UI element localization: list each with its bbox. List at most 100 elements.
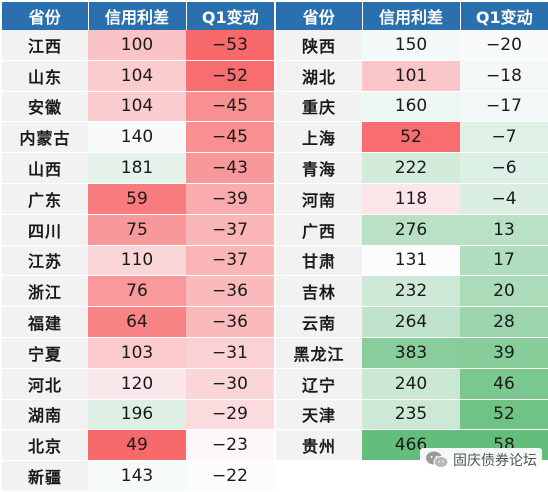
- province-cell: 山东: [2, 60, 88, 92]
- q1-change-cell: −53: [186, 30, 274, 61]
- q1-change-cell: −37: [186, 214, 274, 246]
- table-row: 陕西 150 −20: [276, 30, 548, 61]
- q1-change-cell: 17: [460, 245, 548, 277]
- credit-spread-table-left: 省份 信用利差 Q1变动 江西 100 −53 山东 104 −52 安徽 104 −45 内蒙古…: [2, 2, 274, 492]
- q1-change-cell: −37: [186, 245, 274, 277]
- province-cell: 广西: [276, 214, 362, 246]
- q1-change-cell: −45: [186, 121, 274, 154]
- province-cell: 天津: [276, 399, 362, 431]
- province-cell: 甘肃: [276, 245, 362, 277]
- province-cell: 上海: [276, 121, 362, 154]
- credit-spread-cell: 118: [362, 183, 460, 215]
- q1-change-cell: −45: [186, 91, 274, 123]
- q1-change-cell: −29: [186, 399, 274, 431]
- credit-spread-cell: 240: [362, 368, 460, 400]
- credit-spread-cell: 235: [362, 399, 460, 431]
- province-cell: 青海: [276, 152, 362, 184]
- province-cell: 湖北: [276, 60, 362, 92]
- credit-spread-cell: 140: [88, 121, 186, 154]
- q1-change-cell: −36: [186, 306, 274, 338]
- credit-spread-cell: 103: [88, 337, 186, 369]
- credit-spread-cell: 232: [362, 275, 460, 308]
- credit-spread-cell: 104: [88, 60, 186, 92]
- province-cell: 河南: [276, 183, 362, 215]
- table-row: 北京 49 −23: [2, 429, 274, 462]
- credit-spread-cell: 52: [362, 121, 460, 154]
- q1-change-cell: −23: [186, 429, 274, 462]
- credit-spread-cell: 76: [88, 275, 186, 308]
- table-row: 贵州 466 58: [276, 429, 548, 462]
- credit-spread-cell: 196: [88, 399, 186, 431]
- q1-change-cell: −18: [460, 60, 548, 92]
- q1-change-cell: −31: [186, 337, 274, 369]
- credit-spread-cell: 59: [88, 183, 186, 215]
- header-q1-change: Q1变动: [460, 2, 548, 30]
- credit-spread-cell: 64: [88, 306, 186, 338]
- credit-spread-table-right: 省份 信用利差 Q1变动 陕西 150 −20 湖北 101 −18 重庆 160 −17 上海 5…: [276, 2, 548, 492]
- table-row: 宁夏 103 −31: [2, 337, 274, 369]
- wechat-watermark: 固庆债券论坛: [420, 448, 542, 472]
- q1-change-cell: −6: [460, 152, 548, 184]
- table-row: 四川 75 −37: [2, 214, 274, 246]
- province-cell: 云南: [276, 306, 362, 338]
- table-row: 山东 104 −52: [2, 60, 274, 92]
- table-row: 新疆 143 −22: [2, 460, 274, 492]
- table-row: 甘肃 131 17: [276, 245, 548, 277]
- province-cell: 黑龙江: [276, 337, 362, 369]
- table-row: 天津 235 52: [276, 399, 548, 431]
- q1-change-cell: −39: [186, 183, 274, 215]
- table-row: 上海 52 −7: [276, 121, 548, 154]
- province-cell: 江西: [2, 30, 88, 61]
- table-row: 浙江 76 −36: [2, 275, 274, 308]
- table-row: 江西 100 −53: [2, 30, 274, 61]
- wechat-icon: [426, 451, 449, 468]
- table-row: 湖南 196 −29: [2, 399, 274, 431]
- province-cell: 浙江: [2, 275, 88, 308]
- province-cell: 内蒙古: [2, 121, 88, 154]
- table-row: 河北 120 −30: [2, 368, 274, 400]
- province-cell: 北京: [2, 429, 88, 462]
- credit-spread-cell: 110: [88, 245, 186, 277]
- q1-change-cell: −4: [460, 183, 548, 215]
- q1-change-cell: −43: [186, 152, 274, 184]
- q1-change-cell: −7: [460, 121, 548, 154]
- watermark-text: 固庆债券论坛: [453, 453, 537, 469]
- q1-change-cell: 28: [460, 306, 548, 338]
- credit-spread-cell: 143: [88, 460, 186, 492]
- credit-spread-cell: 181: [88, 152, 186, 184]
- table-row: 江苏 110 −37: [2, 245, 274, 277]
- q1-change-cell: 52: [460, 399, 548, 431]
- table-row: 广东 59 −39: [2, 183, 274, 215]
- province-cell: 安徽: [2, 91, 88, 123]
- table-row: 河南 118 −4: [276, 183, 548, 215]
- credit-spread-cell: 49: [88, 429, 186, 462]
- header-row: 省份 信用利差 Q1变动: [276, 2, 548, 30]
- table-row: 吉林 232 20: [276, 275, 548, 308]
- province-cell: 新疆: [2, 460, 88, 492]
- province-cell: 四川: [2, 214, 88, 246]
- header-province: 省份: [276, 2, 363, 30]
- credit-spread-cell: 120: [88, 368, 186, 400]
- credit-spread-cell: 222: [362, 152, 460, 184]
- header-credit-spread: 信用利差: [362, 2, 461, 30]
- credit-spread-cell: 160: [362, 91, 460, 123]
- province-cell: 重庆: [276, 91, 362, 123]
- table-row: 福建 64 −36: [2, 306, 274, 338]
- header-credit-spread: 信用利差: [88, 2, 187, 30]
- header-row: 省份 信用利差 Q1变动: [2, 2, 274, 30]
- table-row: 青海 222 −6: [276, 152, 548, 184]
- q1-change-cell: 20: [460, 275, 548, 308]
- province-cell: 广东: [2, 183, 88, 215]
- province-cell: 福建: [2, 306, 88, 338]
- credit-spread-cell: 131: [362, 245, 460, 277]
- credit-spread-cell: 264: [362, 306, 460, 338]
- province-cell: 陕西: [276, 30, 362, 61]
- header-province: 省份: [2, 2, 89, 30]
- q1-change-cell: −36: [186, 275, 274, 308]
- credit-spread-cell: 104: [88, 91, 186, 123]
- province-cell: 河北: [2, 368, 88, 400]
- table-row: 广西 276 13: [276, 214, 548, 246]
- table-row: 山西 181 −43: [2, 152, 274, 184]
- province-cell: 江苏: [2, 245, 88, 277]
- header-q1-change: Q1变动: [186, 2, 274, 30]
